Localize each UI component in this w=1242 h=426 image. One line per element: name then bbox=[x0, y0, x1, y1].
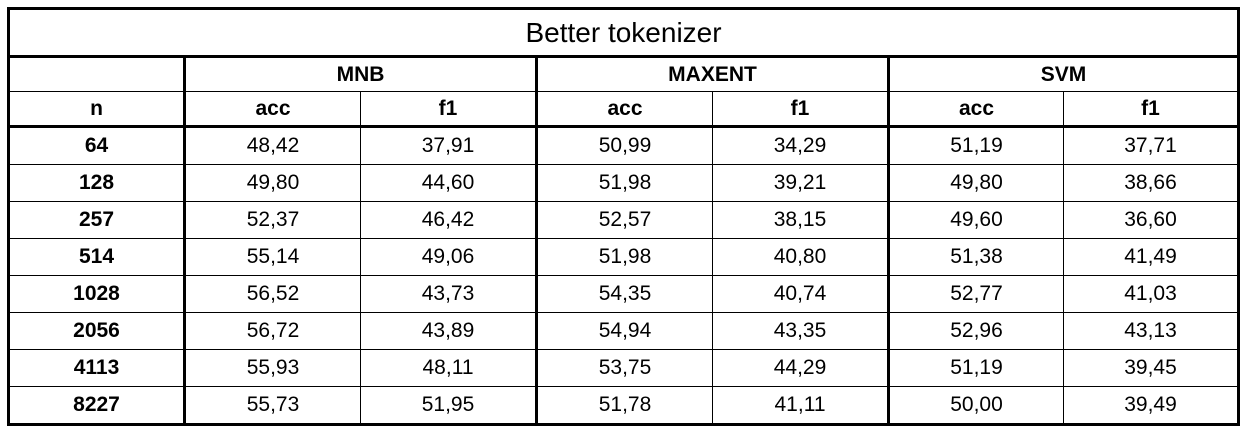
table-row: 257 52,37 46,42 52,57 38,15 49,60 36,60 bbox=[8, 201, 1239, 239]
value-cell: 51,95 bbox=[360, 386, 538, 425]
n-cell: 4113 bbox=[8, 349, 186, 387]
metric-header: acc bbox=[888, 91, 1064, 128]
group-header-mnb: MNB bbox=[184, 56, 538, 92]
value-cell: 51,19 bbox=[888, 126, 1064, 165]
table-body: 64 48,42 37,91 50,99 34,29 51,19 37,71 1… bbox=[8, 126, 1239, 425]
value-cell: 52,96 bbox=[888, 312, 1064, 350]
value-cell: 51,98 bbox=[536, 164, 713, 202]
metric-header: f1 bbox=[360, 91, 538, 128]
value-cell: 43,35 bbox=[712, 312, 890, 350]
table-row: 1028 56,52 43,73 54,35 40,74 52,77 41,03 bbox=[8, 275, 1239, 313]
value-cell: 56,72 bbox=[184, 312, 361, 350]
value-cell: 43,73 bbox=[360, 275, 538, 313]
table-row: 514 55,14 49,06 51,98 40,80 51,38 41,49 bbox=[8, 238, 1239, 276]
value-cell: 39,21 bbox=[712, 164, 890, 202]
n-header: n bbox=[8, 91, 186, 128]
value-cell: 52,37 bbox=[184, 201, 361, 239]
group-header-svm: SVM bbox=[888, 56, 1239, 92]
value-cell: 36,60 bbox=[1063, 201, 1239, 239]
n-cell: 64 bbox=[8, 126, 186, 165]
value-cell: 49,80 bbox=[184, 164, 361, 202]
value-cell: 34,29 bbox=[712, 126, 890, 165]
n-header-spacer bbox=[8, 56, 186, 92]
value-cell: 51,98 bbox=[536, 238, 713, 276]
value-cell: 38,66 bbox=[1063, 164, 1239, 202]
n-cell: 2056 bbox=[8, 312, 186, 350]
metric-header: acc bbox=[536, 91, 713, 128]
value-cell: 49,06 bbox=[360, 238, 538, 276]
metric-header-row: n acc f1 acc f1 acc f1 bbox=[8, 91, 1239, 128]
metric-header: acc bbox=[184, 91, 361, 128]
n-cell: 8227 bbox=[8, 386, 186, 425]
value-cell: 37,71 bbox=[1063, 126, 1239, 165]
value-cell: 39,45 bbox=[1063, 349, 1239, 387]
value-cell: 46,42 bbox=[360, 201, 538, 239]
results-table: Better tokenizer MNB MAXENT SVM n acc f1… bbox=[7, 7, 1241, 426]
value-cell: 41,03 bbox=[1063, 275, 1239, 313]
n-cell: 257 bbox=[8, 201, 186, 239]
value-cell: 55,73 bbox=[184, 386, 361, 425]
value-cell: 38,15 bbox=[712, 201, 890, 239]
metric-header: f1 bbox=[712, 91, 890, 128]
value-cell: 56,52 bbox=[184, 275, 361, 313]
value-cell: 48,42 bbox=[184, 126, 361, 165]
value-cell: 44,29 bbox=[712, 349, 890, 387]
value-cell: 41,49 bbox=[1063, 238, 1239, 276]
n-cell: 1028 bbox=[8, 275, 186, 313]
value-cell: 43,13 bbox=[1063, 312, 1239, 350]
value-cell: 48,11 bbox=[360, 349, 538, 387]
value-cell: 55,14 bbox=[184, 238, 361, 276]
value-cell: 52,57 bbox=[536, 201, 713, 239]
table-row: 8227 55,73 51,95 51,78 41,11 50,00 39,49 bbox=[8, 386, 1239, 425]
value-cell: 55,93 bbox=[184, 349, 361, 387]
value-cell: 52,77 bbox=[888, 275, 1064, 313]
value-cell: 51,38 bbox=[888, 238, 1064, 276]
value-cell: 43,89 bbox=[360, 312, 538, 350]
value-cell: 49,60 bbox=[888, 201, 1064, 239]
value-cell: 51,78 bbox=[536, 386, 713, 425]
table-row: 64 48,42 37,91 50,99 34,29 51,19 37,71 bbox=[8, 126, 1239, 165]
value-cell: 39,49 bbox=[1124, 393, 1177, 416]
value-cell: 51,19 bbox=[888, 349, 1064, 387]
table-row: 2056 56,72 43,89 54,94 43,35 52,96 43,13 bbox=[8, 312, 1239, 350]
value-cell: 40,80 bbox=[712, 238, 890, 276]
value-cell: 54,94 bbox=[536, 312, 713, 350]
value-cell: 44,60 bbox=[360, 164, 538, 202]
value-cell: 49,80 bbox=[888, 164, 1064, 202]
metric-header: f1 bbox=[1063, 91, 1239, 128]
value-cell: 50,99 bbox=[536, 126, 713, 165]
n-cell: 514 bbox=[8, 238, 186, 276]
value-cell: 40,74 bbox=[712, 275, 890, 313]
value-cell: 41,11 bbox=[712, 386, 890, 425]
results-table-wrapper: Better tokenizer MNB MAXENT SVM n acc f1… bbox=[7, 7, 1241, 426]
group-header-maxent: MAXENT bbox=[536, 56, 890, 92]
group-header-row: MNB MAXENT SVM bbox=[8, 56, 1239, 92]
value-cell: 54,35 bbox=[536, 275, 713, 313]
table-row: 128 49,80 44,60 51,98 39,21 49,80 38,66 bbox=[8, 164, 1239, 202]
value-cell: 53,75 bbox=[536, 349, 713, 387]
table-title: Better tokenizer bbox=[8, 8, 1239, 58]
table-row: 4113 55,93 48,11 53,75 44,29 51,19 39,45 bbox=[8, 349, 1239, 387]
value-cell: 50,00 bbox=[888, 386, 1064, 425]
value-cell: 37,91 bbox=[360, 126, 538, 165]
n-cell: 128 bbox=[8, 164, 186, 202]
